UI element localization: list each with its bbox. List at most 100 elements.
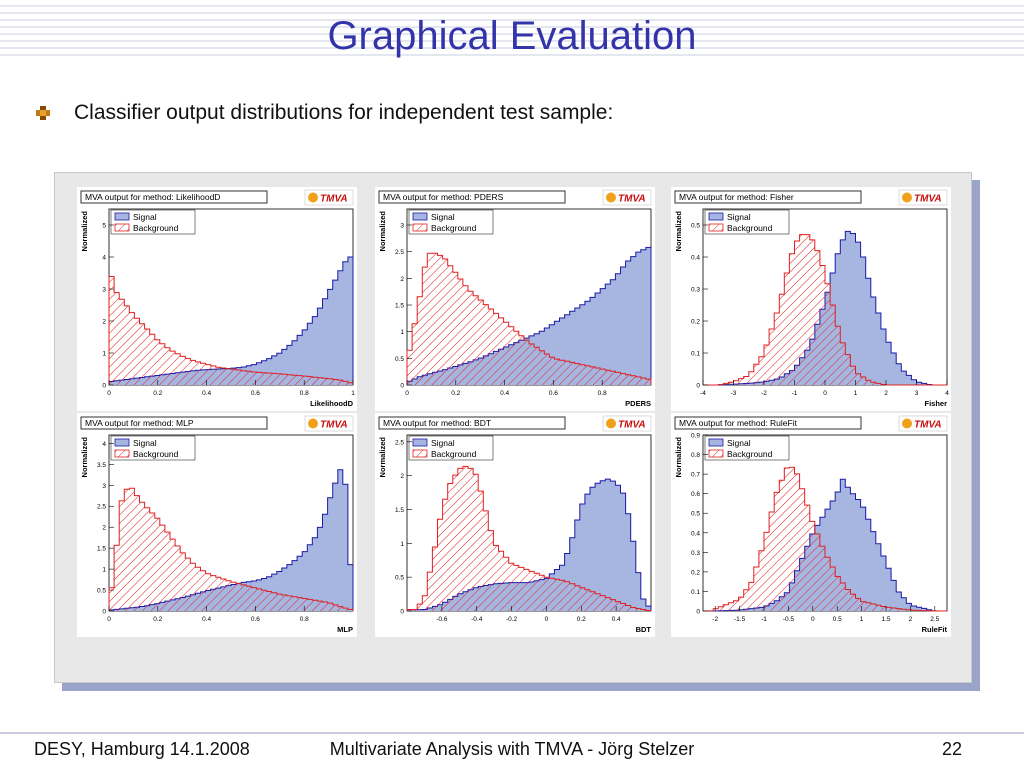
legend-signal-swatch bbox=[708, 212, 724, 221]
y-tick-label: 0.1 bbox=[691, 589, 700, 596]
chart-title: MVA output for method: PDERS bbox=[383, 192, 504, 202]
x-tick-label: -1 bbox=[792, 390, 798, 397]
y-tick-label: 2 bbox=[400, 473, 404, 480]
y-tick-label: 2.5 bbox=[395, 249, 404, 256]
x-axis-label: LikelihoodD bbox=[310, 399, 354, 408]
x-tick-label: 3 bbox=[915, 390, 919, 397]
y-tick-label: 3 bbox=[400, 223, 404, 230]
x-tick-label: 0.6 bbox=[251, 390, 260, 397]
legend-background-label: Background bbox=[133, 449, 179, 459]
x-tick-label: -2 bbox=[712, 616, 718, 623]
svg-text:TMVA: TMVA bbox=[914, 420, 942, 431]
legend-background-swatch bbox=[412, 449, 428, 458]
legend-background-label: Background bbox=[727, 449, 773, 459]
x-tick-label: -4 bbox=[700, 390, 706, 397]
x-tick-label: -0.2 bbox=[506, 616, 518, 623]
chart-title: MVA output for method: LikelihoodD bbox=[85, 192, 220, 202]
y-tick-label: 0.6 bbox=[691, 491, 700, 498]
x-tick-label: 0.2 bbox=[451, 390, 460, 397]
svg-text:TMVA: TMVA bbox=[914, 194, 942, 205]
chart-title-box bbox=[80, 190, 268, 204]
tmva-logo-icon: TMVA bbox=[304, 415, 354, 432]
y-tick-label: 1 bbox=[102, 351, 106, 358]
chart-title-box bbox=[378, 416, 566, 430]
svg-text:TMVA: TMVA bbox=[618, 194, 646, 205]
footer-center: Multivariate Analysis with TMVA - Jörg S… bbox=[329, 739, 695, 759]
x-tick-label: 1 bbox=[854, 390, 858, 397]
y-tick-label: 0.2 bbox=[691, 319, 700, 326]
background-histogram bbox=[703, 234, 947, 386]
svg-text:TMVA: TMVA bbox=[618, 420, 646, 431]
x-tick-label: 0.4 bbox=[500, 390, 509, 397]
y-tick-label: 0.3 bbox=[691, 287, 700, 294]
x-tick-label: -2 bbox=[761, 390, 767, 397]
legend-background-swatch bbox=[114, 223, 130, 232]
legend-signal-label: Signal bbox=[431, 212, 455, 222]
y-tick-label: 0.5 bbox=[395, 575, 404, 582]
tmva-logo-icon: TMVA bbox=[898, 415, 948, 432]
tmva-logo-icon: TMVA bbox=[898, 189, 948, 206]
y-tick-label: 1 bbox=[400, 541, 404, 548]
x-tick-label: -3 bbox=[731, 390, 737, 397]
y-tick-label: 0.5 bbox=[395, 356, 404, 363]
legend-signal-label: Signal bbox=[133, 438, 157, 448]
x-tick-label: 0.4 bbox=[202, 616, 211, 623]
y-tick-label: 4 bbox=[102, 255, 106, 262]
tmva-logo-icon: TMVA bbox=[304, 189, 354, 206]
y-tick-label: 0 bbox=[400, 609, 404, 616]
chart-title-box bbox=[674, 190, 862, 204]
x-tick-label: -1.5 bbox=[734, 616, 746, 623]
slide-title: Graphical Evaluation bbox=[327, 14, 697, 58]
x-tick-label: 0.8 bbox=[300, 390, 309, 397]
y-tick-label: 0.9 bbox=[691, 433, 700, 440]
legend-signal-swatch bbox=[412, 212, 428, 221]
tmva-logo-icon: TMVA bbox=[602, 415, 652, 432]
y-tick-label: 0.4 bbox=[691, 255, 700, 262]
chart-title-box bbox=[378, 190, 566, 204]
x-tick-label: 0 bbox=[107, 390, 111, 397]
x-tick-label: 0.4 bbox=[202, 390, 211, 397]
y-tick-label: 0 bbox=[102, 609, 106, 616]
x-tick-label: 0.5 bbox=[833, 616, 842, 623]
x-axis-label: MLP bbox=[337, 625, 353, 634]
y-tick-label: 0.5 bbox=[691, 511, 700, 518]
x-tick-label: 1 bbox=[860, 616, 864, 623]
y-tick-label: 0 bbox=[102, 383, 106, 390]
chart-mlp: MVA output for method: MLP TMVA Signal Back… bbox=[77, 413, 357, 637]
y-tick-label: 1.5 bbox=[97, 546, 106, 553]
x-tick-label: -0.6 bbox=[436, 616, 448, 623]
x-tick-label: 0.6 bbox=[251, 616, 260, 623]
legend-signal-label: Signal bbox=[727, 212, 751, 222]
x-tick-label: 1 bbox=[351, 390, 355, 397]
legend-background-swatch bbox=[708, 449, 724, 458]
y-tick-label: 4 bbox=[102, 441, 106, 448]
x-axis-label: PDERS bbox=[625, 399, 651, 408]
legend-signal-label: Signal bbox=[431, 438, 455, 448]
legend-background-label: Background bbox=[727, 223, 773, 233]
y-tick-label: 0.3 bbox=[691, 550, 700, 557]
x-tick-label: 0.8 bbox=[598, 390, 607, 397]
x-tick-label: 0 bbox=[545, 616, 549, 623]
y-tick-label: 1 bbox=[400, 329, 404, 336]
x-tick-label: 0.8 bbox=[300, 616, 309, 623]
legend-background-swatch bbox=[708, 223, 724, 232]
x-tick-label: 0 bbox=[823, 390, 827, 397]
tmva-logo-icon: TMVA bbox=[602, 189, 652, 206]
background-histogram bbox=[108, 487, 354, 611]
y-tick-label: 1.5 bbox=[395, 303, 404, 310]
chart-rulefit: MVA output for method: RuleFit TMVA Signal… bbox=[671, 413, 951, 637]
y-tick-label: 0.5 bbox=[97, 588, 106, 595]
x-tick-label: 2 bbox=[909, 616, 913, 623]
y-tick-label: 2.5 bbox=[97, 504, 106, 511]
y-tick-label: 0.5 bbox=[691, 223, 700, 230]
y-tick-label: 0.8 bbox=[691, 452, 700, 459]
legend-background-swatch bbox=[114, 449, 130, 458]
y-tick-label: 2 bbox=[102, 319, 106, 326]
background-histogram bbox=[406, 465, 652, 611]
y-tick-label: 0.7 bbox=[691, 472, 700, 479]
page-number: 22 bbox=[941, 739, 962, 759]
x-axis-label: RuleFit bbox=[922, 625, 948, 634]
